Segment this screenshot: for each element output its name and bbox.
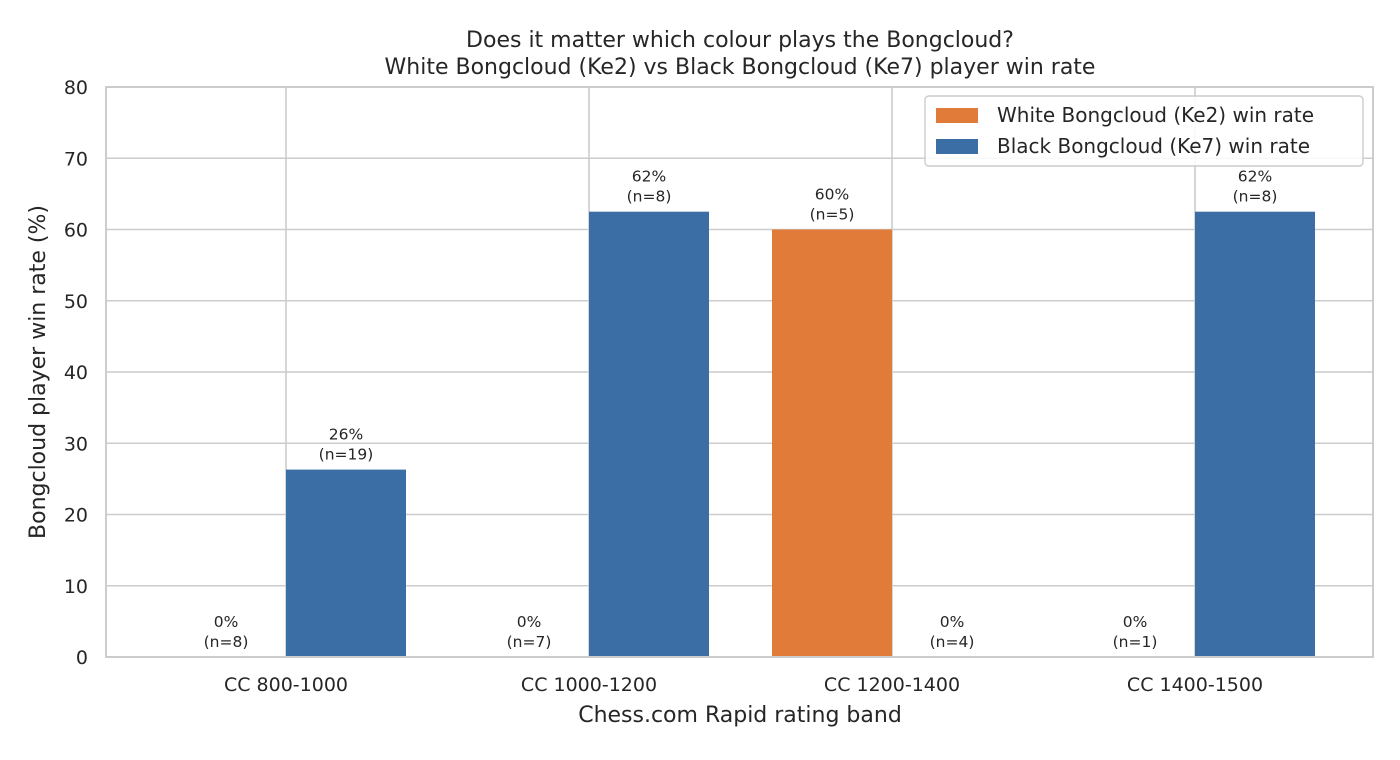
tick-label-layer: 0 10 20 30 40 50 60 70 80 CC 800-1000 CC 1000-1200… [64, 77, 1263, 696]
data-label: 62% [1238, 168, 1272, 186]
data-label: 60% [815, 186, 849, 204]
chart-title: Does it matter which colour plays the Bo… [466, 28, 1014, 53]
x-tick-label: CC 1000-1200 [521, 674, 657, 696]
legend-label-white: White Bongcloud (Ke2) win rate [997, 103, 1314, 127]
n-label: (n=5) [810, 206, 855, 224]
y-tick-label: 50 [64, 291, 88, 313]
y-tick-label: 60 [64, 220, 88, 242]
bar [1195, 211, 1315, 657]
legend-label-black: Black Bongcloud (Ke7) win rate [997, 134, 1310, 158]
n-label: (n=8) [1233, 188, 1278, 206]
n-label: (n=8) [627, 188, 672, 206]
y-axis-label: Bongcloud player win rate (%) [26, 205, 51, 539]
n-label: (n=4) [930, 633, 975, 651]
bar-layer [286, 211, 1315, 657]
data-label: 0% [214, 613, 239, 631]
bar [286, 469, 406, 657]
legend-swatch-black [936, 139, 978, 154]
n-label: (n=19) [319, 446, 374, 464]
legend-swatch-white [936, 108, 978, 123]
y-tick-label: 80 [64, 77, 88, 99]
bar [772, 229, 892, 657]
data-label: 26% [329, 426, 363, 444]
x-tick-label: CC 1200-1400 [824, 674, 960, 696]
y-tick-label: 30 [64, 433, 88, 455]
n-label: (n=7) [507, 633, 552, 651]
n-label: (n=1) [1113, 633, 1158, 651]
plot-frame [105, 86, 1374, 658]
chart-subtitle: White Bongcloud (Ke2) vs Black Bongcloud… [385, 55, 1096, 80]
data-label: 0% [940, 613, 965, 631]
data-label: 0% [1123, 613, 1148, 631]
data-label: 0% [517, 613, 542, 631]
legend: White Bongcloud (Ke2) win rate Black Bon… [924, 95, 1364, 167]
y-tick-label: 20 [64, 505, 88, 527]
x-tick-label: CC 1400-1500 [1127, 674, 1263, 696]
data-label-layer: 0% (n=8) 0% (n=7) 60% (n=5) 0% (n=1) 26% (n=19) 62… [204, 168, 1278, 651]
y-tick-label: 40 [64, 362, 88, 384]
legend-box [924, 95, 1364, 167]
y-tick-label: 70 [64, 148, 88, 170]
y-tick-label: 10 [64, 576, 88, 598]
data-label: 62% [632, 168, 666, 186]
y-tick-label: 0 [76, 647, 88, 669]
x-axis-label: Chess.com Rapid rating band [578, 703, 902, 728]
n-label: (n=8) [204, 633, 249, 651]
x-tick-label: CC 800-1000 [224, 674, 348, 696]
bar [589, 211, 709, 657]
